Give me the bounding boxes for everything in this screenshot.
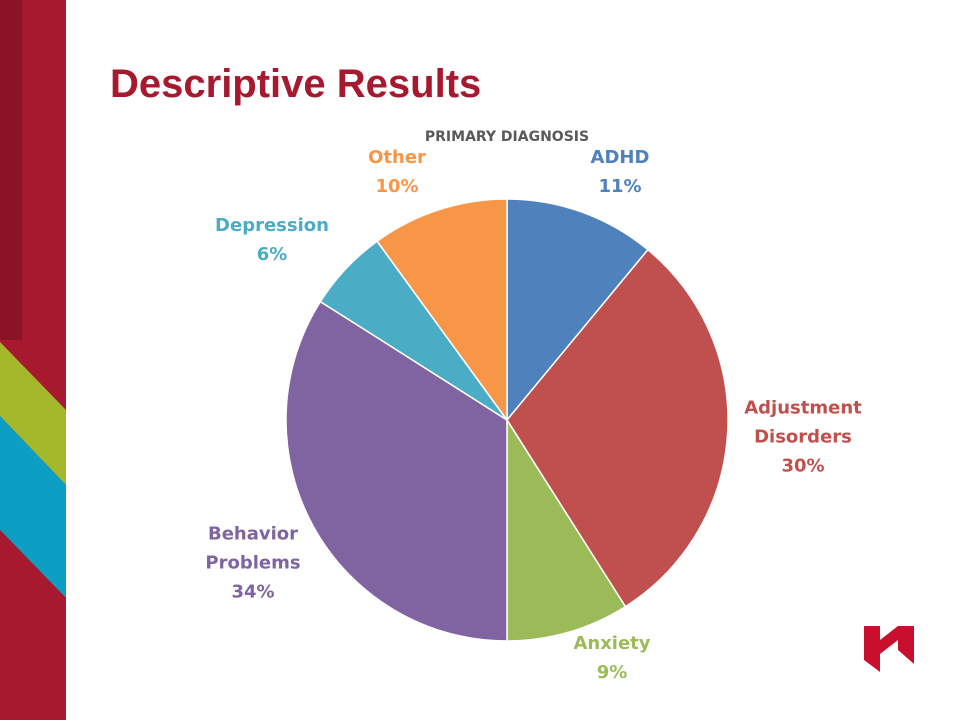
value-label: 6% bbox=[256, 244, 288, 265]
pie-slice bbox=[506, 417, 627, 642]
red-stripe bbox=[0, 530, 66, 720]
side-band-dark bbox=[0, 0, 22, 340]
slice-label: Depression 6% bbox=[207, 211, 337, 269]
slice-label: ADHD 11% bbox=[575, 143, 665, 201]
category-label: Adjustment Disorders bbox=[744, 397, 862, 448]
category-label: ADHD bbox=[590, 147, 650, 168]
logo bbox=[864, 626, 914, 672]
category-label: Other bbox=[368, 147, 426, 168]
value-label: 10% bbox=[375, 176, 419, 197]
slice-label: Anxiety 9% bbox=[562, 629, 662, 687]
value-label: 9% bbox=[596, 662, 628, 683]
category-label: Depression bbox=[215, 215, 329, 236]
value-label: 30% bbox=[781, 455, 825, 477]
slice-label: Other 10% bbox=[352, 143, 442, 201]
decor bbox=[0, 0, 914, 720]
value-label: 34% bbox=[231, 581, 275, 603]
category-label: Behavior Problems bbox=[205, 523, 301, 574]
slide-title: Descriptive Results bbox=[110, 62, 482, 106]
pie-slice bbox=[506, 248, 729, 608]
slice-label: Behavior Problems 34% bbox=[198, 520, 308, 607]
pie-slice bbox=[506, 198, 649, 423]
slice-label: Adjustment Disorders 30% bbox=[733, 394, 873, 481]
pie-slice bbox=[376, 198, 508, 423]
chart-title: PRIMARY DIAGNOSIS bbox=[425, 129, 589, 145]
category-label: Anxiety bbox=[573, 633, 651, 654]
value-label: 11% bbox=[598, 176, 642, 197]
pie-slice bbox=[285, 300, 508, 642]
green-stripe bbox=[0, 342, 66, 485]
blue-stripe bbox=[0, 416, 66, 598]
